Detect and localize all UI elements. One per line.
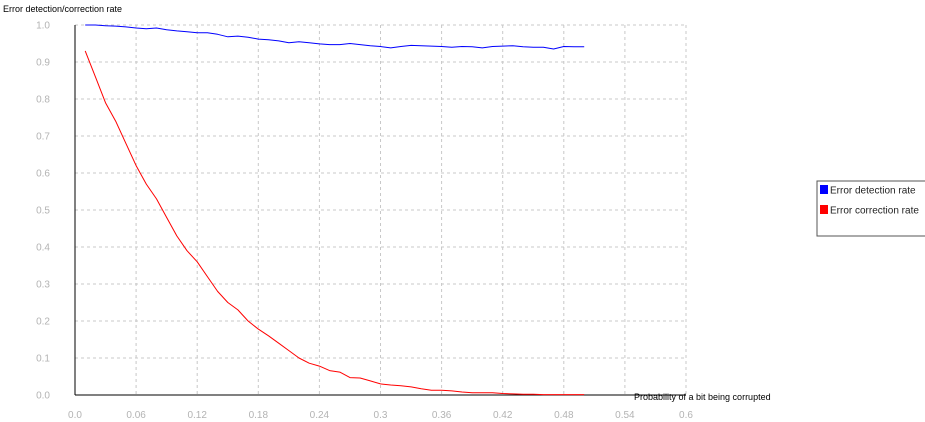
grid <box>75 24 687 395</box>
y-tick-labels: 0.0 0.1 0.2 0.3 0.4 0.5 0.6 0.7 0.8 0.9 1.0 <box>36 21 50 402</box>
y-tick-label: 0.2 <box>36 317 50 328</box>
x-tick-label: 0.3 <box>374 410 388 421</box>
y-tick-label: 0.4 <box>36 243 50 254</box>
plot-lines <box>84 24 585 396</box>
series-line-error-correction <box>84 50 585 396</box>
legend-swatch-correction <box>820 205 828 214</box>
x-tick-label: 0.24 <box>310 410 330 421</box>
x-tick-label: 0.18 <box>249 410 269 421</box>
x-tick-label: 0.42 <box>493 410 513 421</box>
y-tick-label: 0.0 <box>36 391 50 402</box>
legend-label-detection: Error detection rate <box>830 186 916 197</box>
y-tick-label: 0.1 <box>36 354 50 365</box>
y-tick-label: 0.5 <box>36 206 50 217</box>
y-tick-label: 0.8 <box>36 95 50 106</box>
y-axis-title: Error detection/correction rate <box>3 4 122 14</box>
x-tick-label: 0.06 <box>126 410 146 421</box>
x-tick-labels: 0.0 0.06 0.12 0.18 0.24 0.3 0.36 0.42 0.48 0.54 0.… <box>68 410 693 421</box>
x-tick-label: 0.0 <box>68 410 82 421</box>
y-tick-label: 0.9 <box>36 58 50 69</box>
x-axis-title: Probability of a bit being corrupted <box>634 392 771 402</box>
x-tick-label: 0.36 <box>432 410 452 421</box>
y-tick-label: 0.3 <box>36 280 50 291</box>
legend-label-correction: Error correction rate <box>830 206 919 217</box>
x-tick-label: 0.54 <box>615 410 635 421</box>
y-tick-label: 0.7 <box>36 132 50 143</box>
legend-box <box>816 180 925 237</box>
x-tick-label: 0.6 <box>679 410 693 421</box>
y-tick-label: 1.0 <box>36 21 50 32</box>
x-tick-label: 0.48 <box>554 410 574 421</box>
legend-swatch-detection <box>820 185 828 194</box>
series-line-error-detection <box>85 24 585 50</box>
y-tick-label: 0.6 <box>36 169 50 180</box>
legend: Error detection rate Error correction ra… <box>816 180 925 237</box>
x-tick-label: 0.12 <box>187 410 207 421</box>
